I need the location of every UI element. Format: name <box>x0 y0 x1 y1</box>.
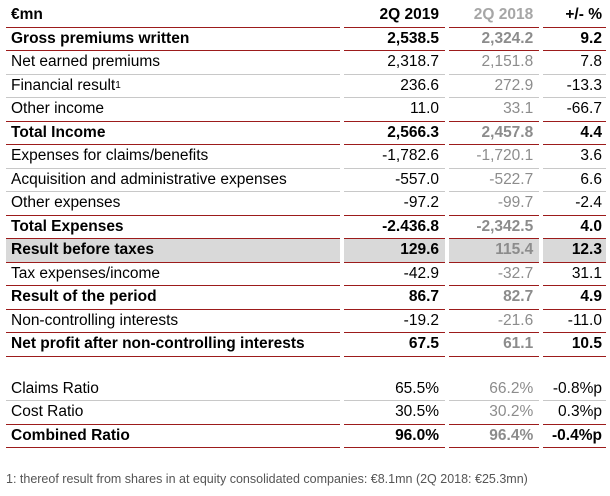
value-change: 10.5 <box>543 333 606 357</box>
header-2q2018: 2Q 2018 <box>449 4 540 28</box>
row-label: Total Income <box>6 122 341 145</box>
row-non-controlling-interests: Non-controlling interests -19.2 -21.6 -1… <box>6 310 606 333</box>
value-2q2018: -32.7 <box>449 263 540 286</box>
row-claims-ratio: Claims Ratio 65.5% 66.2% -0.8%p <box>6 378 606 401</box>
row-gross-premiums-written: Gross premiums written 2,538.5 2,324.2 9… <box>6 28 606 51</box>
value-2q2019: 11.0 <box>344 98 446 122</box>
row-label-wrap: Financial result 1 <box>6 75 341 98</box>
row-label: Net earned premiums <box>6 51 341 75</box>
row-label: Total Expenses <box>6 216 341 239</box>
value-2q2019: 65.5% <box>344 378 446 401</box>
row-net-earned-premiums: Net earned premiums 2,318.7 2,151.8 7.8 <box>6 51 606 75</box>
row-result-before-taxes: Result before taxes 129.6 115.4 12.3 <box>6 239 606 263</box>
value-change: 31.1 <box>543 263 606 286</box>
value-2q2018: -1,720.1 <box>449 145 540 169</box>
value-change: -0.8%p <box>543 378 606 401</box>
footnote: 1: thereof result from shares in at equi… <box>6 472 528 486</box>
value-change: -2.4 <box>543 192 606 216</box>
row-label: Other expenses <box>6 192 341 216</box>
value-change: 4.4 <box>543 122 606 145</box>
row-expenses-claims: Expenses for claims/benefits -1,782.6 -1… <box>6 145 606 169</box>
value-2q2018: -21.6 <box>449 310 540 333</box>
value-2q2018: 2,457.8 <box>449 122 540 145</box>
row-combined-ratio: Combined Ratio 96.0% 96.4% -0.4%p <box>6 425 606 448</box>
value-2q2019: -19.2 <box>344 310 446 333</box>
value-2q2018: 33.1 <box>449 98 540 122</box>
value-2q2018: -99.7 <box>449 192 540 216</box>
header-change: +/- % <box>543 4 606 28</box>
row-result-of-period: Result of the period 86.7 82.7 4.9 <box>6 286 606 310</box>
table-spacer <box>6 357 606 378</box>
value-change: 9.2 <box>543 28 606 51</box>
value-2q2019: 2,318.7 <box>344 51 446 75</box>
row-label: Result before taxes <box>6 239 341 263</box>
value-change: -11.0 <box>543 310 606 333</box>
value-change: 12.3 <box>543 239 606 263</box>
value-change: 7.8 <box>543 51 606 75</box>
value-2q2018: -2,342.5 <box>449 216 540 239</box>
row-label: Combined Ratio <box>6 425 341 448</box>
header-2q2019: 2Q 2019 <box>344 4 446 28</box>
row-label: Tax expenses/income <box>6 263 341 286</box>
row-cost-ratio: Cost Ratio 30.5% 30.2% 0.3%p <box>6 401 606 425</box>
value-2q2019: -42.9 <box>344 263 446 286</box>
row-other-expenses: Other expenses -97.2 -99.7 -2.4 <box>6 192 606 216</box>
value-2q2018: 115.4 <box>449 239 540 263</box>
value-change: 4.0 <box>543 216 606 239</box>
row-label: Acquisition and administrative expenses <box>6 169 341 192</box>
row-label: Other income <box>6 98 341 122</box>
value-change: -66.7 <box>543 98 606 122</box>
row-label: Net profit after non-controlling interes… <box>6 333 341 357</box>
value-2q2019: -2.436.8 <box>344 216 446 239</box>
value-2q2019: 86.7 <box>344 286 446 310</box>
row-label: Financial result <box>11 76 116 94</box>
value-2q2018: 96.4% <box>449 425 540 448</box>
value-2q2018: 272.9 <box>449 75 540 98</box>
value-2q2019: 30.5% <box>344 401 446 425</box>
row-total-income: Total Income 2,566.3 2,457.8 4.4 <box>6 122 606 145</box>
value-change: 3.6 <box>543 145 606 169</box>
row-label: Claims Ratio <box>6 378 341 401</box>
row-label: Non-controlling interests <box>6 310 341 333</box>
value-2q2019: -1,782.6 <box>344 145 446 169</box>
value-change: 4.9 <box>543 286 606 310</box>
value-2q2019: 96.0% <box>344 425 446 448</box>
row-label: Expenses for claims/benefits <box>6 145 341 169</box>
value-change: 6.6 <box>543 169 606 192</box>
value-2q2019: 2,538.5 <box>344 28 446 51</box>
value-change: -13.3 <box>543 75 606 98</box>
value-2q2018: 82.7 <box>449 286 540 310</box>
row-label: Gross premiums written <box>6 28 341 51</box>
row-financial-result: Financial result 1 236.6 272.9 -13.3 <box>6 75 606 98</box>
value-2q2018: 2,324.2 <box>449 28 540 51</box>
value-2q2019: 67.5 <box>344 333 446 357</box>
row-other-income: Other income 11.0 33.1 -66.7 <box>6 98 606 122</box>
value-2q2018: -522.7 <box>449 169 540 192</box>
row-net-profit: Net profit after non-controlling interes… <box>6 333 606 357</box>
value-2q2018: 61.1 <box>449 333 540 357</box>
value-2q2019: 236.6 <box>344 75 446 98</box>
value-2q2019: -557.0 <box>344 169 446 192</box>
row-total-expenses: Total Expenses -2.436.8 -2,342.5 4.0 <box>6 216 606 239</box>
value-change: 0.3%p <box>543 401 606 425</box>
row-tax-expenses: Tax expenses/income -42.9 -32.7 31.1 <box>6 263 606 286</box>
value-2q2019: 2,566.3 <box>344 122 446 145</box>
value-2q2019: 129.6 <box>344 239 446 263</box>
header-unit: €mn <box>6 4 341 28</box>
row-label: Cost Ratio <box>6 401 341 425</box>
value-change: -0.4%p <box>543 425 606 448</box>
value-2q2019: -97.2 <box>344 192 446 216</box>
value-2q2018: 30.2% <box>449 401 540 425</box>
row-label: Result of the period <box>6 286 341 310</box>
table-header-row: €mn 2Q 2019 2Q 2018 +/- % <box>6 4 606 28</box>
row-acquisition-admin-expenses: Acquisition and administrative expenses … <box>6 169 606 192</box>
value-2q2018: 66.2% <box>449 378 540 401</box>
value-2q2018: 2,151.8 <box>449 51 540 75</box>
income-statement-table: €mn 2Q 2019 2Q 2018 +/- % Gross premiums… <box>6 4 606 448</box>
